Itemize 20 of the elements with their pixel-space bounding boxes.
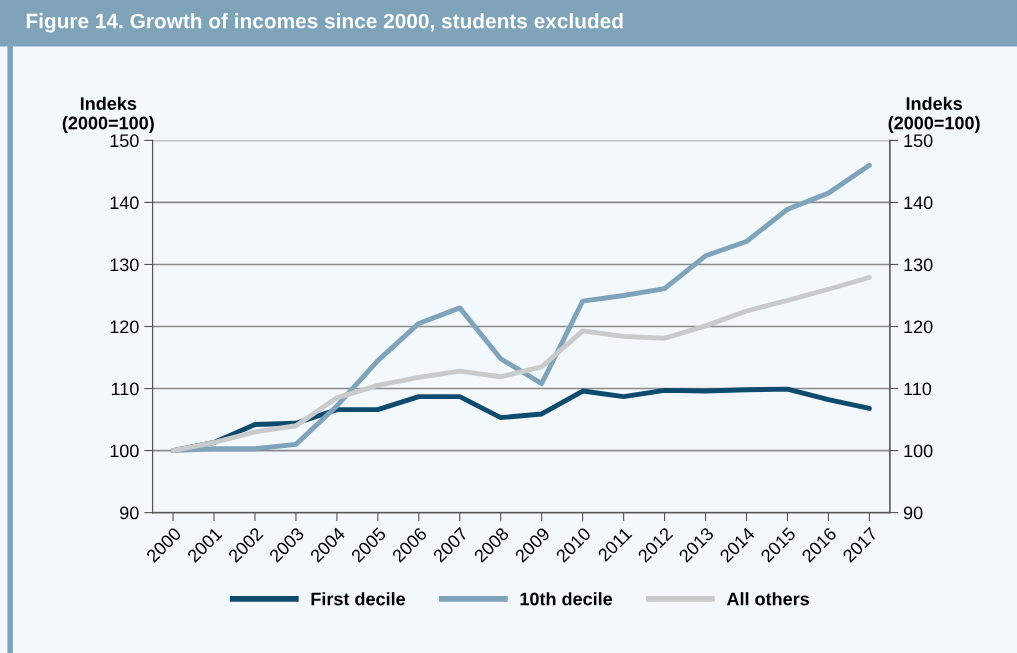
y-tick-label: 120 xyxy=(110,320,139,334)
y-tick-label: 130 xyxy=(110,258,139,272)
legend-label: 10th decile xyxy=(520,592,613,606)
y2-tick-label: 120 xyxy=(904,320,933,334)
y2-axis-title: Indeks (2000=100) xyxy=(888,96,980,133)
y-tick-label: 150 xyxy=(110,134,139,148)
y2-tick-label: 100 xyxy=(904,444,933,458)
y-tick-label: 140 xyxy=(110,196,139,210)
y2-tick-label: 130 xyxy=(904,258,933,272)
y-axis-title: Indeks (2000=100) xyxy=(62,96,154,133)
y2-tick-label: 140 xyxy=(904,196,933,210)
y2-tick-label: 150 xyxy=(904,134,933,148)
y2-tick-label: 90 xyxy=(903,506,923,520)
y2-tick-label: 110 xyxy=(904,382,932,396)
y-tick-label: 110 xyxy=(111,382,139,396)
legend-label: First decile xyxy=(311,592,406,606)
legend-label: All others xyxy=(726,592,809,606)
y-tick-label: 100 xyxy=(110,444,139,458)
y-tick-label: 90 xyxy=(120,506,139,520)
chart-title: Figure 14. Growth of incomes since 2000, students excluded xyxy=(26,13,623,33)
